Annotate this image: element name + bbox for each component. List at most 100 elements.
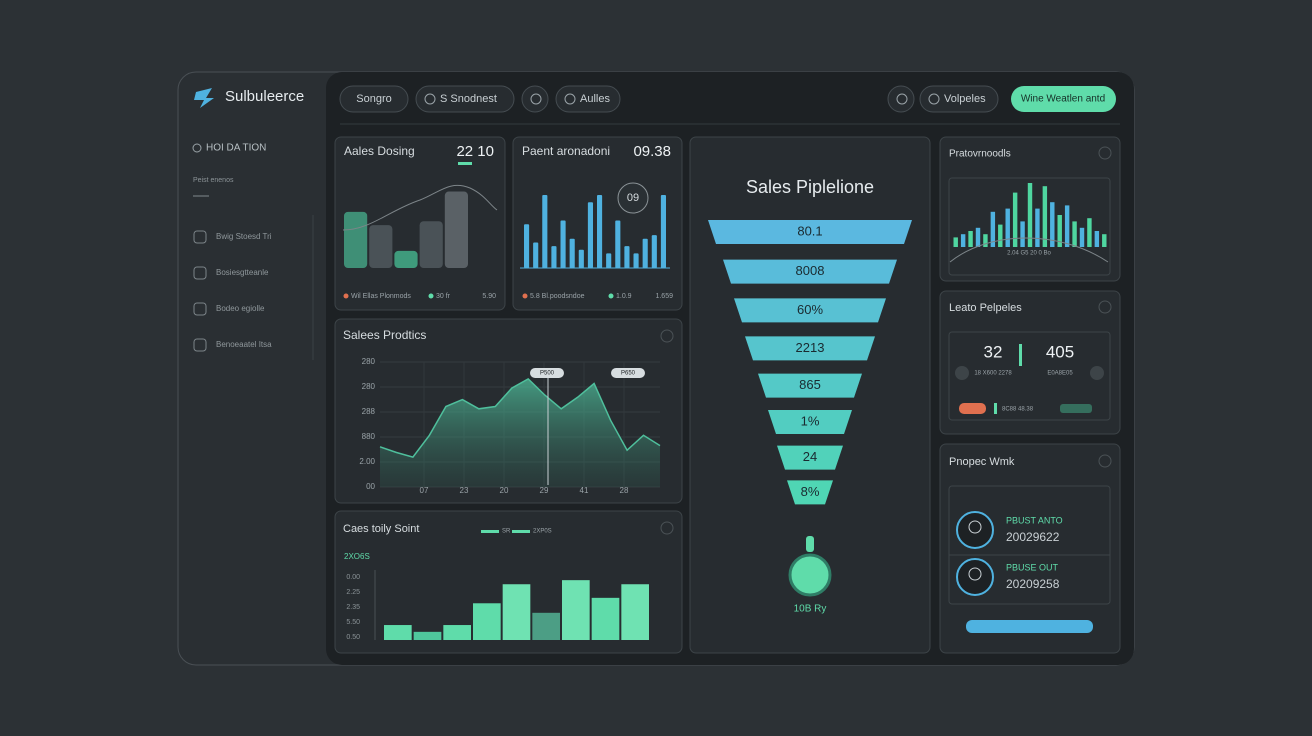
y-label: 880 <box>362 432 376 441</box>
bar <box>633 253 639 268</box>
panel-menu[interactable] <box>660 521 674 535</box>
bar <box>660 195 666 268</box>
area <box>380 378 660 487</box>
legend-label: 30 fr <box>436 293 451 300</box>
bar <box>533 242 539 268</box>
menu-icon[interactable] <box>193 266 207 280</box>
people-frame <box>948 485 1111 605</box>
bar <box>394 250 418 268</box>
pager-button[interactable] <box>955 366 969 380</box>
x-label: 28 <box>620 486 629 495</box>
stage-label: 80.1 <box>797 223 822 238</box>
y-label: 288 <box>362 407 376 416</box>
legend-label: SR <box>502 529 511 535</box>
trend-line <box>342 184 498 231</box>
tag-pill <box>959 403 986 414</box>
panel-menu[interactable] <box>1098 454 1112 468</box>
bar <box>344 211 368 268</box>
legend-dot <box>608 293 614 299</box>
bar <box>443 625 471 640</box>
panel-title: Pnopec Wmk <box>949 456 1015 468</box>
tooltip <box>611 368 645 378</box>
x-label: 20 <box>500 486 509 495</box>
bar <box>975 227 981 247</box>
menu-icon[interactable] <box>193 338 207 352</box>
stat-label: 18 X600 2278 <box>974 371 1012 377</box>
bar <box>578 249 584 268</box>
panel-value: 22 10 <box>456 143 494 160</box>
stat-accent <box>1019 344 1022 366</box>
user-button[interactable] <box>919 85 999 113</box>
badge-label: 09 <box>627 192 639 204</box>
notification-button[interactable] <box>887 85 915 113</box>
funnel-stage <box>777 445 843 470</box>
legend-swatch <box>512 530 530 533</box>
bar <box>624 246 630 268</box>
pager-button[interactable] <box>1090 366 1104 380</box>
accent <box>458 162 472 165</box>
user-button-label: Volpeles <box>944 93 986 105</box>
x-label: 29 <box>540 486 549 495</box>
y-label: 2.25 <box>346 589 360 596</box>
bar <box>560 220 566 268</box>
panel-subtitle: 2XO6S <box>344 552 370 561</box>
bar <box>1005 208 1010 247</box>
cta-button[interactable] <box>1011 86 1116 112</box>
panel-title: Paent aronadoni <box>522 144 610 158</box>
action-button[interactable] <box>555 85 621 113</box>
stage-label: 8008 <box>796 263 825 278</box>
y-label: 5.50 <box>346 619 360 626</box>
legend-label: 5.8 Bl.poodsndoe <box>530 293 585 300</box>
funnel-stem <box>806 536 814 552</box>
panel-menu[interactable] <box>660 329 674 343</box>
bar <box>606 253 612 268</box>
panel <box>939 443 1121 654</box>
legend-label: 5.90 <box>482 293 496 300</box>
icon-button[interactable] <box>521 85 549 113</box>
action-button-label: Aulles <box>580 93 610 105</box>
menu-icon[interactable] <box>193 302 207 316</box>
funnel-stage <box>787 480 833 505</box>
funnel-stage <box>708 220 912 244</box>
legend-dot <box>522 293 528 299</box>
bar <box>1057 215 1062 247</box>
bar <box>413 631 442 640</box>
panel-title: Leato Pelpeles <box>949 302 1022 314</box>
tag-bar <box>1060 404 1092 413</box>
filter-button[interactable] <box>415 85 515 113</box>
funnel-knob <box>788 553 832 597</box>
bar <box>569 238 575 268</box>
y-label: 280 <box>362 357 376 366</box>
panel-title: Sales Piplelione <box>746 177 874 197</box>
sidebar-subsection: Peist enenos <box>193 177 234 184</box>
panel-menu[interactable] <box>1098 146 1112 160</box>
filter-button-icon <box>424 93 436 105</box>
action-bar[interactable] <box>966 620 1093 633</box>
menu-icon[interactable] <box>193 230 207 244</box>
stage-label: 1% <box>801 413 820 428</box>
bar <box>542 195 548 268</box>
menu-item: Bodeo egiolle <box>216 304 265 313</box>
bar <box>597 195 603 268</box>
bar <box>651 235 657 268</box>
icon-button-icon <box>530 93 542 105</box>
content: Songro S Snodnest Aulles Volpeles Wine Weatl… <box>192 85 1121 654</box>
filter-button-label: S Snodnest <box>440 93 497 105</box>
tooltip-label: P500 <box>540 371 555 377</box>
funnel-footer: 10B Ry <box>794 604 827 615</box>
y-label: 00 <box>366 482 375 491</box>
person-id: 20029622 <box>1006 530 1060 544</box>
bar <box>369 225 393 268</box>
legend-dot <box>343 293 349 299</box>
bar <box>532 612 560 640</box>
action-button-icon <box>564 93 576 105</box>
bar <box>1094 231 1100 247</box>
stat-value: 405 <box>1046 342 1074 361</box>
search-button[interactable] <box>339 85 409 113</box>
bar <box>990 211 996 247</box>
y-label: 2.00 <box>359 457 375 466</box>
bar <box>551 246 557 268</box>
cta-label: Wine Weatlen antd <box>1021 94 1105 105</box>
panel-menu[interactable] <box>1098 300 1112 314</box>
